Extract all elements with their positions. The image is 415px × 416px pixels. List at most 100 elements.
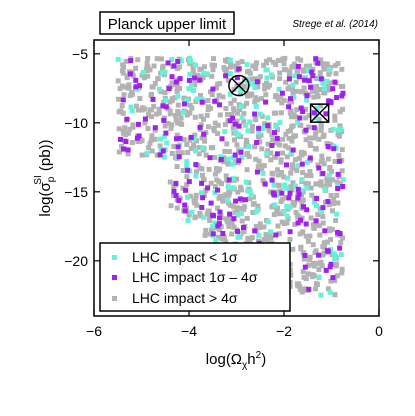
data-point [335, 132, 341, 137]
data-point [318, 76, 324, 82]
data-point [235, 110, 241, 116]
data-point [298, 151, 304, 157]
data-point [255, 164, 261, 170]
data-point [250, 124, 255, 129]
data-point [152, 81, 158, 86]
data-point [146, 145, 152, 150]
data-point [315, 60, 321, 66]
data-point [175, 102, 181, 108]
data-point [260, 170, 266, 176]
data-point [175, 109, 181, 114]
data-point [169, 96, 175, 102]
legend-label-1-to-4sigma-text: LHC impact 1 [132, 269, 217, 285]
data-point [323, 183, 329, 189]
data-point [169, 122, 175, 128]
data-point [332, 256, 338, 262]
data-point [191, 88, 196, 93]
data-point [160, 70, 166, 76]
data-point [335, 186, 341, 191]
data-point [274, 192, 280, 198]
data-point [241, 119, 247, 125]
data-point [215, 131, 221, 137]
data-point [300, 170, 306, 176]
data-point [225, 197, 230, 203]
data-point [186, 77, 192, 83]
data-point [123, 139, 129, 145]
data-point [297, 284, 303, 290]
data-point [300, 109, 306, 114]
data-point [125, 147, 131, 153]
data-point [234, 118, 240, 124]
data-point [199, 74, 204, 80]
data-point [280, 136, 286, 142]
data-point [257, 221, 263, 227]
data-point [211, 126, 217, 132]
data-point [286, 195, 292, 201]
data-point [117, 86, 123, 92]
data-point [273, 92, 279, 98]
data-point [236, 123, 242, 129]
data-point [253, 209, 259, 215]
data-point [223, 239, 229, 245]
data-point [335, 200, 341, 206]
data-point [173, 180, 179, 186]
data-point [269, 72, 274, 78]
data-point [330, 86, 336, 92]
data-point [260, 177, 266, 183]
data-point [238, 81, 244, 87]
data-point [322, 228, 328, 234]
data-point [283, 195, 289, 201]
benchmark-box-x-cross [310, 103, 330, 123]
data-point [145, 126, 151, 131]
data-point [339, 168, 345, 174]
data-point [280, 196, 286, 202]
data-point [302, 264, 308, 270]
data-point [301, 204, 306, 210]
data-point [271, 212, 277, 218]
data-point [303, 233, 309, 239]
data-point [203, 188, 209, 193]
data-point [122, 125, 128, 131]
data-point [335, 230, 341, 235]
x-tick-label: −2 [276, 323, 292, 339]
data-point [265, 123, 271, 129]
data-point [121, 130, 127, 136]
data-point [288, 96, 293, 102]
data-point [318, 103, 323, 109]
data-point [263, 92, 269, 98]
data-point [216, 92, 222, 98]
data-point [291, 202, 297, 208]
data-point [328, 261, 334, 267]
data-point [234, 142, 240, 148]
data-point [232, 121, 238, 127]
data-point [223, 106, 229, 111]
data-point [262, 86, 267, 92]
data-point [276, 211, 282, 217]
data-point [247, 196, 253, 202]
data-point [278, 94, 284, 100]
data-point [237, 91, 243, 97]
data-point [308, 143, 314, 148]
legend-label-1-to-4sigma-mid: σ – 4 [217, 269, 249, 285]
data-point [243, 143, 249, 149]
data-point [318, 57, 324, 63]
x-tick-label: −4 [181, 323, 197, 339]
data-point [208, 145, 214, 151]
data-point [315, 94, 321, 99]
data-point [218, 154, 224, 160]
data-point [280, 56, 286, 62]
y-tick-label: −5 [72, 46, 88, 62]
data-point [279, 90, 285, 96]
data-point [215, 122, 221, 128]
data-point [298, 105, 304, 111]
data-point [242, 122, 248, 128]
data-point [323, 267, 329, 273]
data-point [185, 218, 191, 224]
data-point [181, 101, 187, 107]
data-point [205, 185, 211, 191]
data-point [175, 150, 181, 156]
data-point [184, 163, 190, 168]
data-point [151, 63, 157, 69]
data-point [236, 66, 242, 72]
data-point [198, 93, 203, 98]
